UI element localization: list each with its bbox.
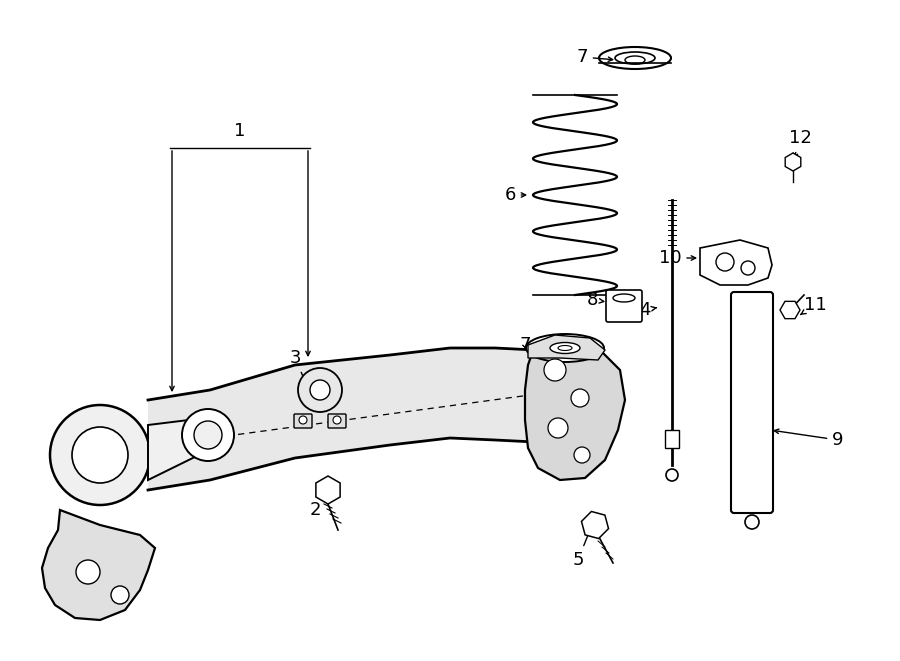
- FancyBboxPatch shape: [606, 290, 642, 322]
- Ellipse shape: [666, 469, 678, 481]
- FancyBboxPatch shape: [328, 414, 346, 428]
- Text: 8: 8: [586, 291, 604, 309]
- Polygon shape: [581, 512, 608, 539]
- Circle shape: [111, 586, 129, 604]
- Polygon shape: [785, 153, 801, 171]
- Polygon shape: [525, 340, 625, 480]
- Polygon shape: [528, 335, 605, 360]
- Text: 4: 4: [639, 301, 656, 319]
- Ellipse shape: [526, 334, 604, 362]
- Polygon shape: [780, 301, 800, 319]
- Polygon shape: [316, 476, 340, 504]
- Circle shape: [571, 389, 589, 407]
- FancyBboxPatch shape: [294, 414, 312, 428]
- Circle shape: [544, 359, 566, 381]
- Polygon shape: [148, 348, 535, 490]
- Ellipse shape: [613, 294, 635, 302]
- Text: 5: 5: [572, 529, 590, 569]
- Text: 7: 7: [576, 48, 613, 66]
- Circle shape: [50, 405, 150, 505]
- Circle shape: [716, 253, 734, 271]
- Text: 9: 9: [774, 429, 844, 449]
- Text: 12: 12: [788, 129, 812, 158]
- Circle shape: [299, 416, 307, 424]
- Circle shape: [574, 447, 590, 463]
- Text: 2: 2: [310, 482, 333, 519]
- Polygon shape: [42, 510, 155, 620]
- Polygon shape: [148, 418, 215, 480]
- Circle shape: [72, 427, 128, 483]
- Polygon shape: [700, 240, 772, 285]
- Text: 7: 7: [519, 336, 531, 354]
- Ellipse shape: [745, 515, 759, 529]
- Ellipse shape: [550, 342, 580, 354]
- Circle shape: [182, 409, 234, 461]
- Circle shape: [310, 380, 330, 400]
- Circle shape: [194, 421, 222, 449]
- Text: 3: 3: [289, 349, 307, 384]
- FancyBboxPatch shape: [731, 292, 773, 513]
- Circle shape: [548, 418, 568, 438]
- Text: 11: 11: [801, 296, 826, 315]
- Circle shape: [298, 368, 342, 412]
- Text: 1: 1: [234, 122, 246, 140]
- Bar: [665, 430, 679, 448]
- Circle shape: [333, 416, 341, 424]
- Text: 6: 6: [504, 186, 526, 204]
- Text: 10: 10: [659, 249, 696, 267]
- Circle shape: [741, 261, 755, 275]
- Circle shape: [76, 560, 100, 584]
